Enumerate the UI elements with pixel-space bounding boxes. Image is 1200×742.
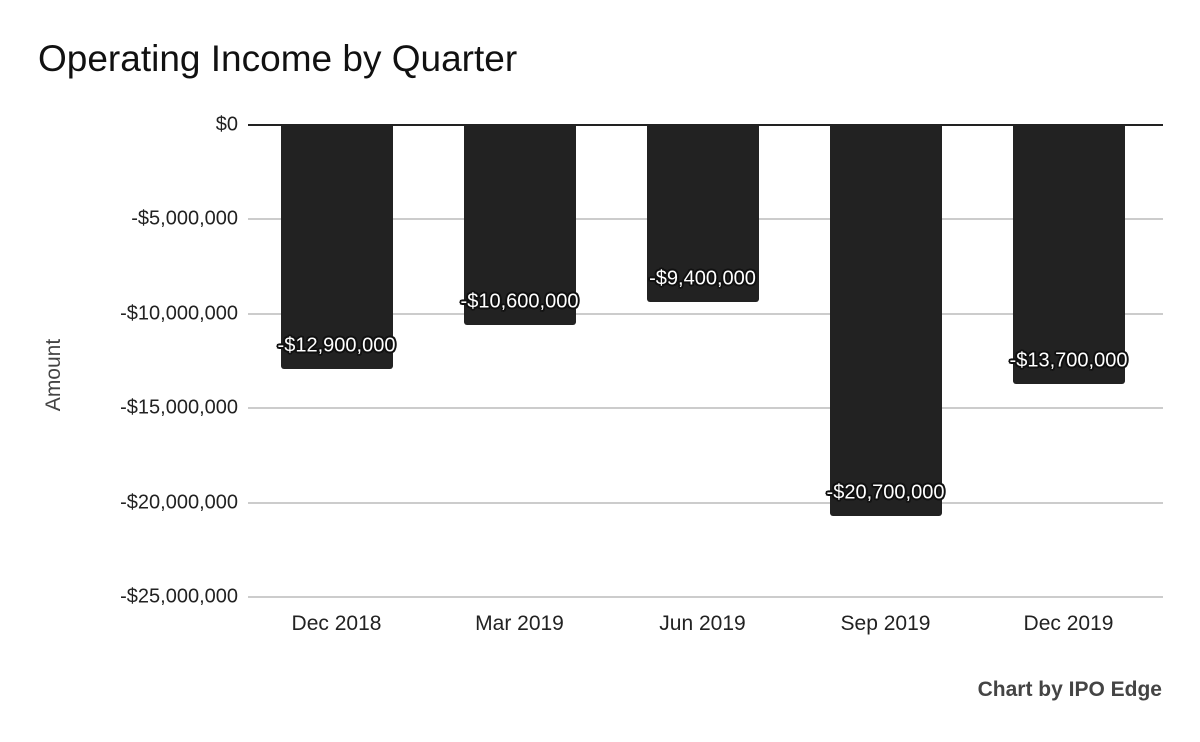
x-tick-label: Jun 2019 xyxy=(659,612,746,635)
y-tick-label: -$10,000,000 xyxy=(120,302,238,325)
x-tick-label: Dec 2019 xyxy=(1023,612,1114,635)
gridline xyxy=(248,312,1163,315)
bar xyxy=(1012,125,1125,384)
x-tick-label: Mar 2019 xyxy=(475,612,564,635)
x-tick-label: Dec 2018 xyxy=(291,612,382,635)
bar xyxy=(463,125,576,326)
y-tick-label: -$5,000,000 xyxy=(131,207,238,230)
data-label: -$13,700,000 xyxy=(1009,349,1128,372)
y-tick-label: $0 xyxy=(215,113,238,136)
bar xyxy=(829,125,942,516)
data-label: -$12,900,000 xyxy=(277,334,396,357)
gridline xyxy=(248,407,1163,410)
x-tick-label: Sep 2019 xyxy=(840,612,931,635)
chart-credit: Chart by IPO Edge xyxy=(977,678,1162,701)
bar xyxy=(280,125,393,369)
y-tick-label: -$15,000,000 xyxy=(120,396,238,419)
gridline xyxy=(248,596,1163,598)
plot-area: -$12,900,000 -$10,600,000 -$9,400,000 -$20,… xyxy=(248,124,1163,598)
y-tick-label: -$25,000,000 xyxy=(120,585,238,608)
y-tick-label: -$20,000,000 xyxy=(120,491,238,514)
bar xyxy=(646,125,759,303)
data-label: -$9,400,000 xyxy=(649,267,756,290)
chart-title: Operating Income by Quarter xyxy=(38,38,518,79)
gridline xyxy=(248,501,1163,504)
data-label: -$10,600,000 xyxy=(460,290,579,313)
data-label: -$20,700,000 xyxy=(826,481,945,504)
